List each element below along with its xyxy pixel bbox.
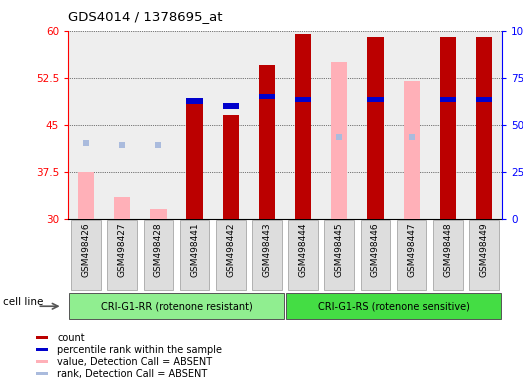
Bar [223,103,239,109]
Text: CRI-G1-RS (rotenone sensitive): CRI-G1-RS (rotenone sensitive) [317,301,470,311]
Text: CRI-G1-RR (rotenone resistant): CRI-G1-RR (rotenone resistant) [100,301,253,311]
Bar [36,360,48,362]
Bar [36,336,48,339]
Bar [150,210,166,219]
Bar [331,62,347,219]
Text: GSM498447: GSM498447 [407,223,416,277]
Text: GSM498442: GSM498442 [226,223,235,277]
Bar [440,97,456,102]
Text: cell line: cell line [4,297,44,307]
Bar [36,372,48,374]
Text: value, Detection Call = ABSENT: value, Detection Call = ABSENT [58,357,212,367]
FancyBboxPatch shape [180,220,209,290]
Bar [36,348,48,351]
Text: count: count [58,333,85,343]
Text: GSM498448: GSM498448 [444,223,452,277]
FancyBboxPatch shape [469,220,499,290]
Text: rank, Detection Call = ABSENT: rank, Detection Call = ABSENT [58,369,208,379]
Text: GSM498427: GSM498427 [118,223,127,277]
Text: GSM498446: GSM498446 [371,223,380,277]
Text: GSM498443: GSM498443 [263,223,271,277]
FancyBboxPatch shape [324,220,354,290]
Text: GSM498444: GSM498444 [299,223,308,277]
Bar [223,116,239,219]
Bar [259,65,275,219]
FancyBboxPatch shape [361,220,390,290]
Bar [440,37,456,219]
FancyBboxPatch shape [252,220,282,290]
FancyBboxPatch shape [71,220,101,290]
Text: GSM498445: GSM498445 [335,223,344,277]
FancyBboxPatch shape [216,220,246,290]
Bar [367,97,383,102]
FancyBboxPatch shape [286,293,502,319]
FancyBboxPatch shape [433,220,463,290]
Text: GSM498426: GSM498426 [82,223,90,277]
Bar [295,34,311,219]
Text: GDS4014 / 1378695_at: GDS4014 / 1378695_at [68,10,222,23]
Text: GSM498449: GSM498449 [480,223,488,277]
FancyBboxPatch shape [288,220,318,290]
Text: GSM498441: GSM498441 [190,223,199,277]
FancyBboxPatch shape [107,220,137,290]
Bar [259,94,275,99]
Bar [404,81,420,219]
Bar [78,172,94,219]
Bar [476,97,492,102]
FancyBboxPatch shape [144,220,173,290]
Bar [476,37,492,219]
Bar [114,197,130,219]
Text: percentile rank within the sample: percentile rank within the sample [58,345,222,355]
Bar [187,100,203,219]
Bar [187,98,203,104]
Bar [367,37,383,219]
FancyBboxPatch shape [69,293,285,319]
Bar [295,97,311,102]
FancyBboxPatch shape [397,220,426,290]
Text: GSM498428: GSM498428 [154,223,163,277]
